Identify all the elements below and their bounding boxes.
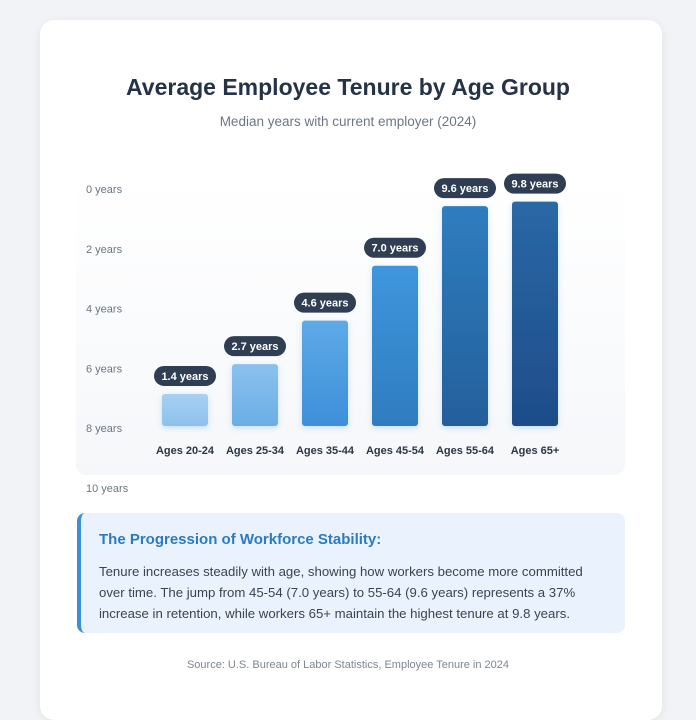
bar-ages-45-54[interactable] <box>372 265 418 426</box>
x-tick-label: Ages 65+ <box>511 445 560 457</box>
data-label-pill <box>504 173 566 194</box>
x-tick-label: Ages 20-24 <box>156 445 215 457</box>
y-tick-label: 0 years <box>86 184 123 196</box>
data-label-pill <box>224 336 286 357</box>
data-label-pill <box>364 237 426 258</box>
y-tick-label: 2 years <box>86 244 123 256</box>
x-tick-label: Ages 25-34 <box>226 445 285 457</box>
bar-ages-20-24[interactable] <box>162 393 208 426</box>
insight-text: Tenure increases steadily with age, show… <box>99 564 583 621</box>
y-tick-label: 8 years <box>86 423 123 435</box>
x-tick-label: Ages 35-44 <box>296 445 355 457</box>
source-note: Source: U.S. Bureau of Labor Statistics,… <box>186 659 510 671</box>
y-tick-label: 10 years <box>86 483 129 495</box>
chart-subtitle: Median years with current employer (2024… <box>219 114 477 129</box>
chart-title: Average Employee Tenure by Age Group <box>126 74 570 100</box>
data-label: 2.7 years <box>231 341 278 353</box>
data-label: 4.6 years <box>301 298 348 310</box>
data-label: 1.4 years <box>161 371 208 383</box>
data-label: 9.6 years <box>441 183 488 195</box>
bar-chart: 0 years 2 years 4 years 6 years 8 years 10 ye… <box>86 173 566 495</box>
y-tick-label: 6 years <box>86 363 123 375</box>
data-label-pill <box>154 365 216 386</box>
data-label-pill <box>294 292 356 313</box>
bar-ages-35-44[interactable] <box>302 320 348 426</box>
x-tick-label: Ages 45-54 <box>366 445 425 457</box>
data-label-pill <box>434 178 496 199</box>
bar-ages-25-34[interactable] <box>232 364 278 426</box>
y-tick-label: 4 years <box>86 304 123 316</box>
x-tick-label: Ages 55-64 <box>436 445 495 457</box>
insight-title: The Progression of Workforce Stability: <box>99 531 382 548</box>
data-label: 9.8 years <box>511 179 558 191</box>
insight-box: The Progression of Workforce Stability: … <box>77 513 625 633</box>
bar-ages-55-64[interactable] <box>442 206 488 426</box>
data-label: 7.0 years <box>371 243 418 255</box>
bar-ages-65-[interactable] <box>512 201 558 426</box>
